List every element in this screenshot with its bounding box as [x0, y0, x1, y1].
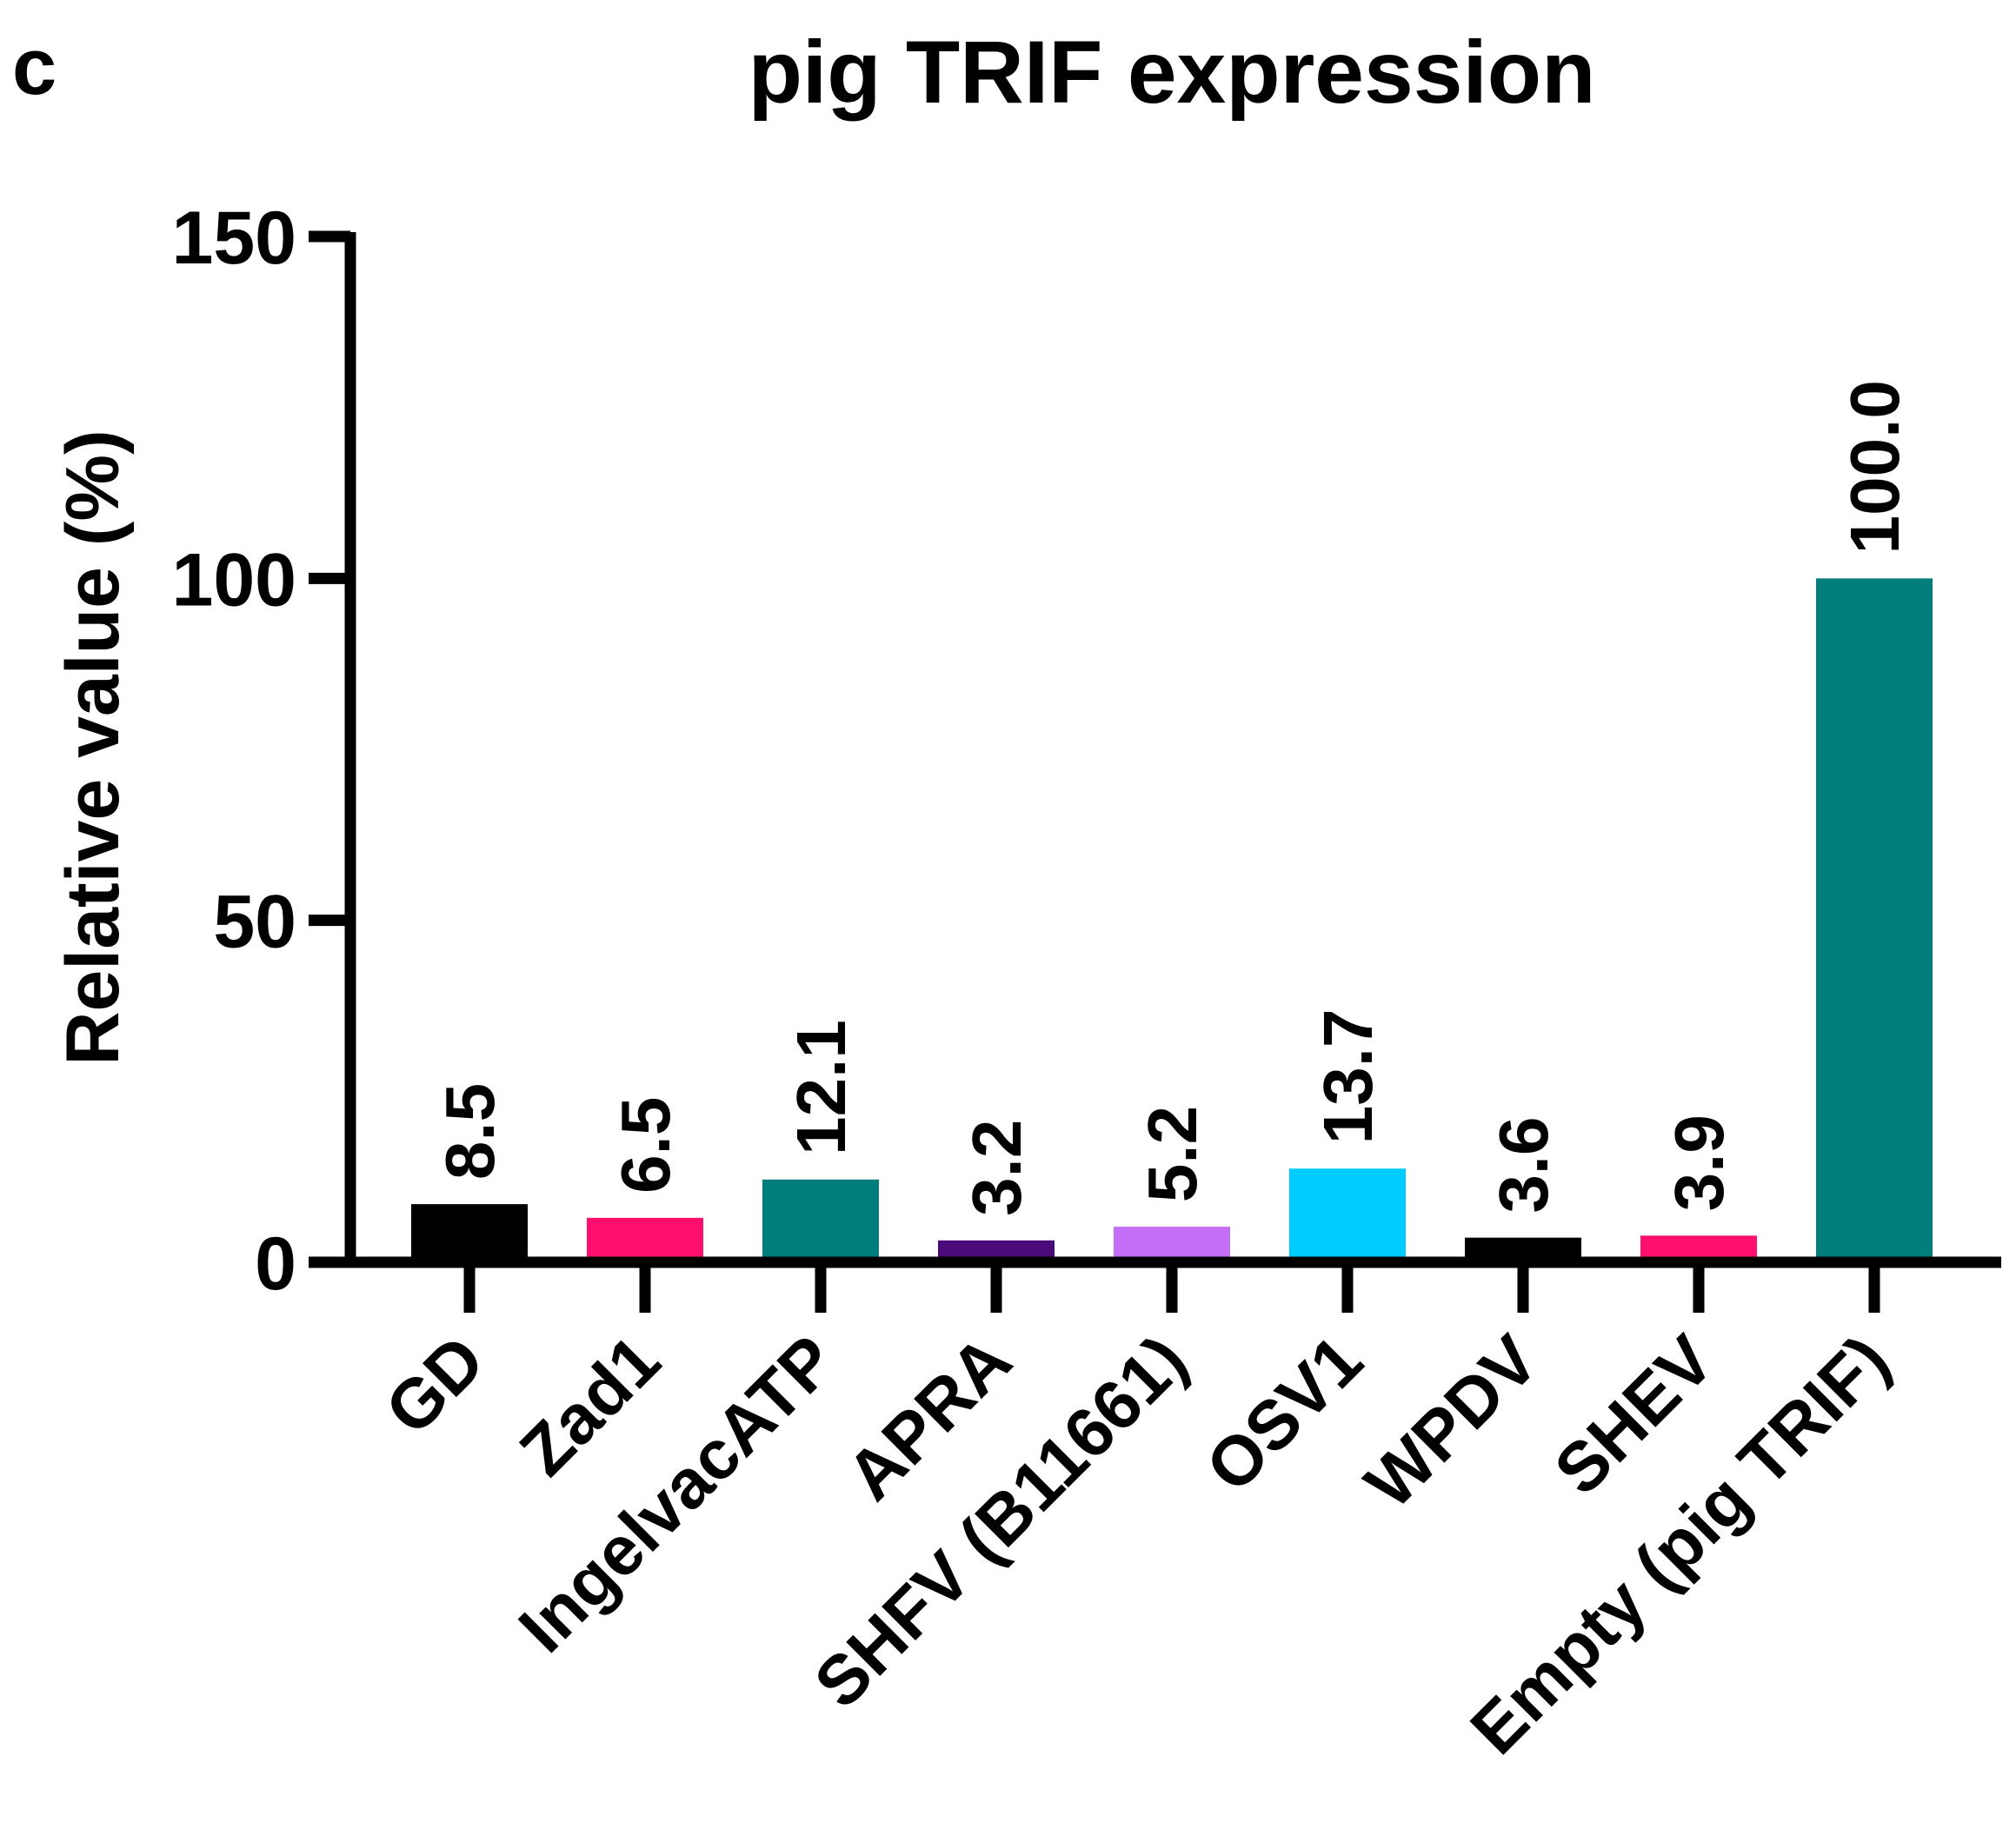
- bar: [1816, 578, 1933, 1262]
- x-tick-label: WPDV: [1350, 1321, 1553, 1523]
- x-axis-ticks: [463, 1262, 1880, 1313]
- bar: [411, 1204, 528, 1262]
- value-labels: 8.5 6.5 12.1 3.2 5.2 13.7 3.6 3.9 100.0: [431, 380, 1913, 1216]
- y-axis-ticks: 0 50 100 150: [172, 196, 350, 1306]
- chart-title: pig TRIF expression: [749, 23, 1596, 122]
- y-tick-label: 50: [213, 881, 296, 964]
- bar: [587, 1217, 703, 1262]
- x-tick-label: IngelvacATP: [504, 1321, 850, 1667]
- y-tick-label: 0: [255, 1222, 296, 1306]
- bar-value-label: 100.0: [1836, 380, 1913, 554]
- y-axis-label: Relative value (%): [51, 429, 135, 1065]
- bar-value-label: 13.7: [1309, 1009, 1387, 1145]
- panel-label: c: [12, 23, 57, 111]
- y-tick-label: 100: [172, 538, 297, 622]
- bar-value-label: 5.2: [1134, 1106, 1211, 1202]
- x-tick-label: GD: [370, 1321, 499, 1449]
- y-tick-label: 150: [172, 196, 297, 280]
- bar-value-label: 3.6: [1485, 1116, 1562, 1213]
- bar: [1289, 1168, 1406, 1262]
- bar-value-label: 3.9: [1660, 1114, 1738, 1211]
- x-tick-label: OSV1: [1191, 1321, 1377, 1507]
- bar-value-label: 8.5: [431, 1083, 509, 1180]
- bar-value-label: 6.5: [607, 1097, 684, 1194]
- bar-value-label: 3.2: [958, 1120, 1035, 1216]
- x-tick-label: Zad1: [505, 1321, 675, 1490]
- bar: [1114, 1227, 1230, 1262]
- bar-value-label: 12.1: [782, 1020, 860, 1155]
- bar: [762, 1179, 879, 1262]
